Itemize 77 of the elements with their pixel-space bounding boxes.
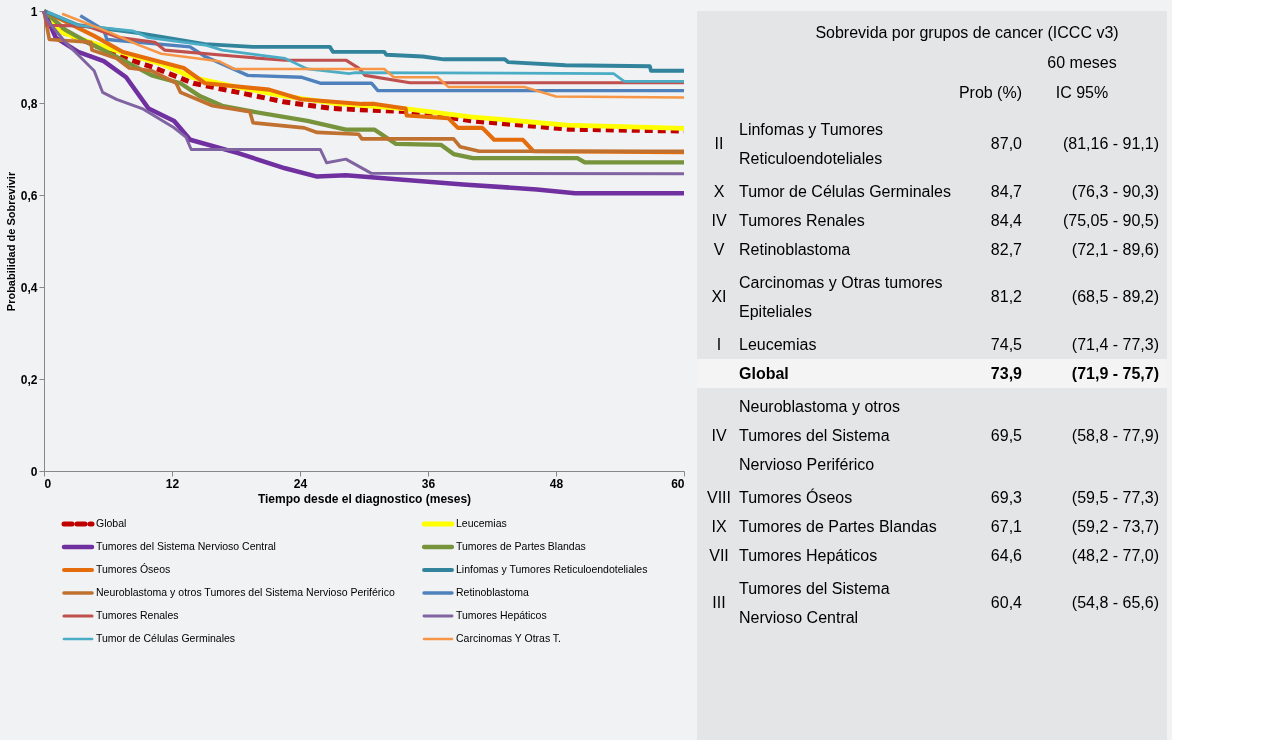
y-tick-label: 1 (30, 4, 38, 19)
x-tick-label: 0 (44, 476, 52, 491)
text: (75,05 - 90,5) (1062, 211, 1159, 229)
y-tick-label: 0 (30, 464, 38, 479)
text: IC 95% (1055, 84, 1109, 101)
x-tick-label: 48 (549, 476, 564, 491)
text: (48,2 - 77,0) (1071, 546, 1159, 564)
x-tick-label: 24 (293, 476, 308, 491)
legend-label: Tumores de Partes Blandas (456, 540, 586, 552)
text: (76,3 - 90,3) (1071, 182, 1159, 200)
text: VII (709, 546, 729, 564)
text: (72,1 - 89,6) (1071, 240, 1159, 258)
text: Prob (%) (958, 84, 1022, 101)
text: X (713, 182, 725, 200)
text: Linfomas y Tumores Reticuloendoteliales (739, 120, 884, 167)
text: 60 meses (1047, 54, 1117, 71)
text: 67,1 (990, 517, 1023, 535)
text: Global (739, 364, 789, 382)
x-axis-title: Tiempo desde el diagnostico (meses) (257, 491, 472, 506)
text: IX (711, 517, 727, 535)
text: IV (711, 426, 727, 444)
text: 73,9 (990, 364, 1023, 382)
legend-label: Tumor de Células Germinales (96, 632, 236, 644)
text: (71,4 - 77,3) (1071, 335, 1159, 353)
text: (58,8 - 77,9) (1071, 426, 1159, 444)
text: 84,4 (990, 211, 1023, 229)
text: III (712, 594, 726, 611)
text: V (713, 240, 725, 258)
legend-label: Global (96, 517, 127, 529)
y-tick-label: 0,4 (20, 280, 38, 295)
legend-label: Linfomas y Tumores Reticuloendoteliales (456, 563, 648, 575)
legend-label: Tumores del Sistema Nervioso Central (96, 540, 276, 552)
text: Tumores Hepáticos (739, 546, 878, 564)
legend-label: Leucemias (456, 517, 507, 529)
text: Tumor de Células Germinales (739, 182, 951, 200)
legend-label: Tumores Renales (96, 609, 179, 621)
text: 81,2 (990, 288, 1023, 305)
text: 87,0 (990, 135, 1023, 152)
text: Leucemias (739, 335, 817, 353)
text: 69,3 (990, 488, 1023, 506)
text: 82,7 (990, 240, 1023, 258)
text: Sobrevida por grupos de cancer (ICCC v3) (815, 24, 1119, 41)
text: 60,4 (990, 594, 1023, 611)
legend-label: Tumores Óseos (96, 563, 171, 575)
text: XI (711, 288, 727, 305)
x-tick-label: 12 (165, 476, 180, 491)
text: Tumores de Partes Blandas (739, 517, 937, 535)
x-tick-label: 60 (671, 476, 685, 491)
text: (59,5 - 77,3) (1071, 488, 1159, 506)
y-tick-label: 0,8 (20, 96, 38, 111)
text: Tumores del Sistema Nervioso Central (739, 579, 890, 626)
text: IV (711, 211, 727, 229)
text: I (716, 335, 722, 353)
text: VIII (706, 488, 732, 506)
x-tick-label: 36 (421, 476, 436, 491)
legend-label: Retinoblastoma (456, 586, 530, 598)
legend-label: Tumores Hepáticos (456, 609, 547, 621)
text: 69,5 (990, 426, 1023, 444)
text: 84,7 (990, 182, 1023, 200)
text: (81,16 - 91,1) (1062, 135, 1159, 152)
text: II (714, 135, 724, 152)
y-tick-label: 0,2 (20, 372, 38, 387)
text: (68,5 - 89,2) (1071, 288, 1159, 305)
legend-label: Carcinomas Y Otras T. (456, 632, 562, 644)
text: (71,9 - 75,7) (1071, 364, 1159, 382)
text: (59,2 - 73,7) (1071, 517, 1159, 535)
legend-label: Neuroblastoma y otros Tumores del Sistema Nervioso Periférico (96, 586, 395, 598)
text: Tumores Renales (739, 211, 865, 229)
text: 64,6 (990, 546, 1023, 564)
text: Carcinomas y Otras tumores Epiteliales (739, 273, 943, 320)
text: Retinoblastoma (739, 240, 851, 258)
y-axis-title: Probabilidad de Sobrevivir (4, 171, 17, 312)
text: (54,8 - 65,6) (1071, 594, 1159, 611)
text: Neuroblastoma y otros Tumores del Sistema Nervioso Periférico (739, 397, 900, 473)
text: Tumores Óseos (739, 487, 853, 506)
y-tick-label: 0,6 (20, 188, 38, 203)
text: 74,5 (990, 335, 1023, 353)
